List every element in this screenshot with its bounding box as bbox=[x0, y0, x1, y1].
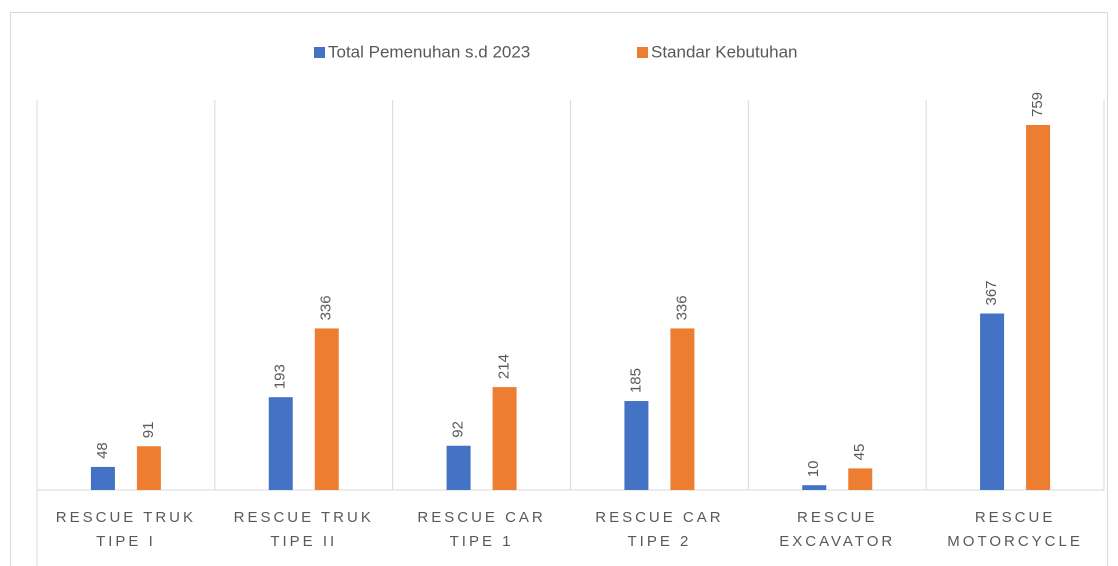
data-label: 48 bbox=[94, 442, 111, 459]
data-label: 185 bbox=[627, 368, 644, 393]
data-label: 367 bbox=[983, 280, 1000, 305]
legend-swatch bbox=[637, 47, 648, 58]
data-label: 336 bbox=[318, 295, 335, 320]
bar bbox=[268, 397, 293, 490]
x-tick-label: RESCUE CAR TIPE 1 bbox=[417, 509, 546, 550]
chart-border bbox=[10, 12, 1108, 566]
bar bbox=[1026, 125, 1051, 490]
bar bbox=[848, 468, 873, 490]
x-tick-label: RESCUE MOTORCYCLE bbox=[947, 509, 1083, 550]
bar bbox=[136, 446, 161, 490]
x-tick-label: RESCUE TRUK TIPE I bbox=[55, 509, 197, 550]
data-label: 45 bbox=[851, 444, 868, 461]
data-label: 214 bbox=[496, 354, 513, 379]
bar bbox=[670, 328, 695, 490]
bar bbox=[90, 466, 115, 490]
bar bbox=[314, 328, 339, 490]
data-label: 10 bbox=[805, 461, 822, 478]
bar bbox=[802, 485, 827, 490]
legend-label: Total Pemenuhan s.d 2023 bbox=[328, 42, 530, 61]
data-label: 91 bbox=[140, 422, 157, 439]
data-label: 92 bbox=[450, 421, 467, 438]
data-label: 336 bbox=[673, 295, 690, 320]
bar bbox=[980, 313, 1005, 490]
data-label: 193 bbox=[272, 364, 289, 389]
x-tick-label: RESCUE TRUK TIPE II bbox=[233, 509, 374, 550]
x-tick-label: RESCUE CAR TIPE 2 bbox=[595, 509, 724, 550]
bar bbox=[624, 401, 649, 490]
bar bbox=[446, 445, 471, 490]
legend-label: Standar Kebutuhan bbox=[651, 42, 798, 61]
data-label: 759 bbox=[1029, 92, 1046, 117]
bar bbox=[492, 387, 517, 490]
x-tick-label: RESCUE EXCAVATOR bbox=[779, 509, 896, 550]
legend-swatch bbox=[314, 47, 325, 58]
